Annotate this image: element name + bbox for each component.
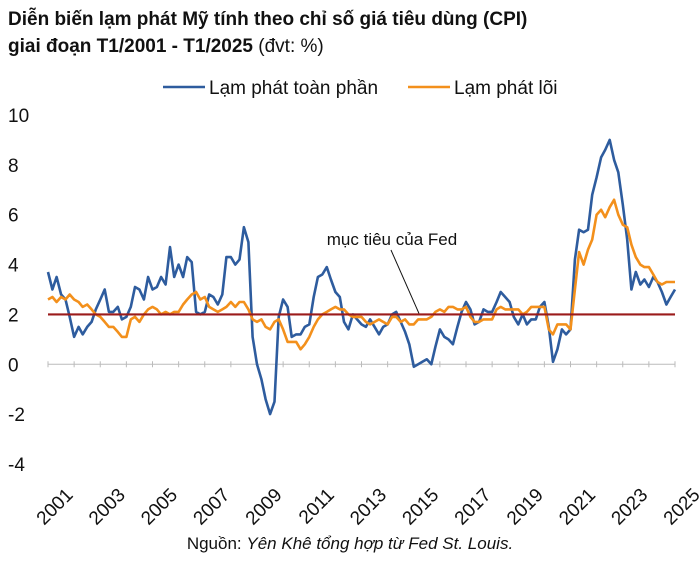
y-tick-label: 4: [8, 256, 19, 277]
x-tick-label: 2007: [190, 485, 235, 530]
y-tick-label: -4: [8, 455, 25, 476]
x-tick-label: 2011: [295, 485, 339, 529]
y-tick-label: 2: [8, 305, 19, 326]
x-tick-label: 2023: [608, 485, 653, 530]
title-line-2: giai đoạn T1/2001 - T1/2025: [8, 36, 253, 57]
y-tick-label: 8: [8, 156, 19, 177]
y-tick-label: 6: [8, 206, 19, 227]
x-tick-label: 2003: [85, 485, 130, 530]
core-inflation-line: [47, 198, 675, 351]
source-prefix: Nguồn:: [186, 534, 242, 553]
x-tick-label: 2017: [451, 485, 496, 530]
y-tick-label: 0: [8, 355, 19, 376]
headline-inflation-line: [46, 138, 677, 416]
x-tick-label: 2009: [242, 485, 287, 530]
x-tick-label: 2021: [555, 485, 600, 530]
chart-title: Diễn biến lạm phát Mỹ tính theo chỉ số g…: [8, 6, 692, 60]
x-tick-label: 2015: [399, 485, 444, 530]
x-tick-label: 2019: [503, 485, 548, 530]
annotation-label: mục tiêu của Fed: [327, 230, 457, 249]
x-tick-label: 2001: [33, 485, 78, 530]
y-tick-label: -2: [8, 405, 25, 426]
legend-label-core: Lạm phát lõi: [454, 78, 558, 99]
source-note: Nguồn: Yên Khê tổng hợp từ Fed St. Louis…: [0, 534, 700, 554]
annotation-pointer: [390, 249, 420, 314]
source-text: Yên Khê tổng hợp từ Fed St. Louis.: [246, 534, 514, 553]
x-tick-label: 2013: [346, 485, 391, 530]
y-tick-label: 10: [8, 106, 29, 127]
x-tick-label: 2005: [137, 485, 182, 530]
x-tick-label: 2025: [660, 485, 700, 530]
legend-label-headline: Lạm phát toàn phần: [209, 78, 378, 99]
title-line-1: Diễn biến lạm phát Mỹ tính theo chỉ số g…: [8, 9, 528, 30]
title-unit: (đvt: %): [258, 36, 324, 57]
